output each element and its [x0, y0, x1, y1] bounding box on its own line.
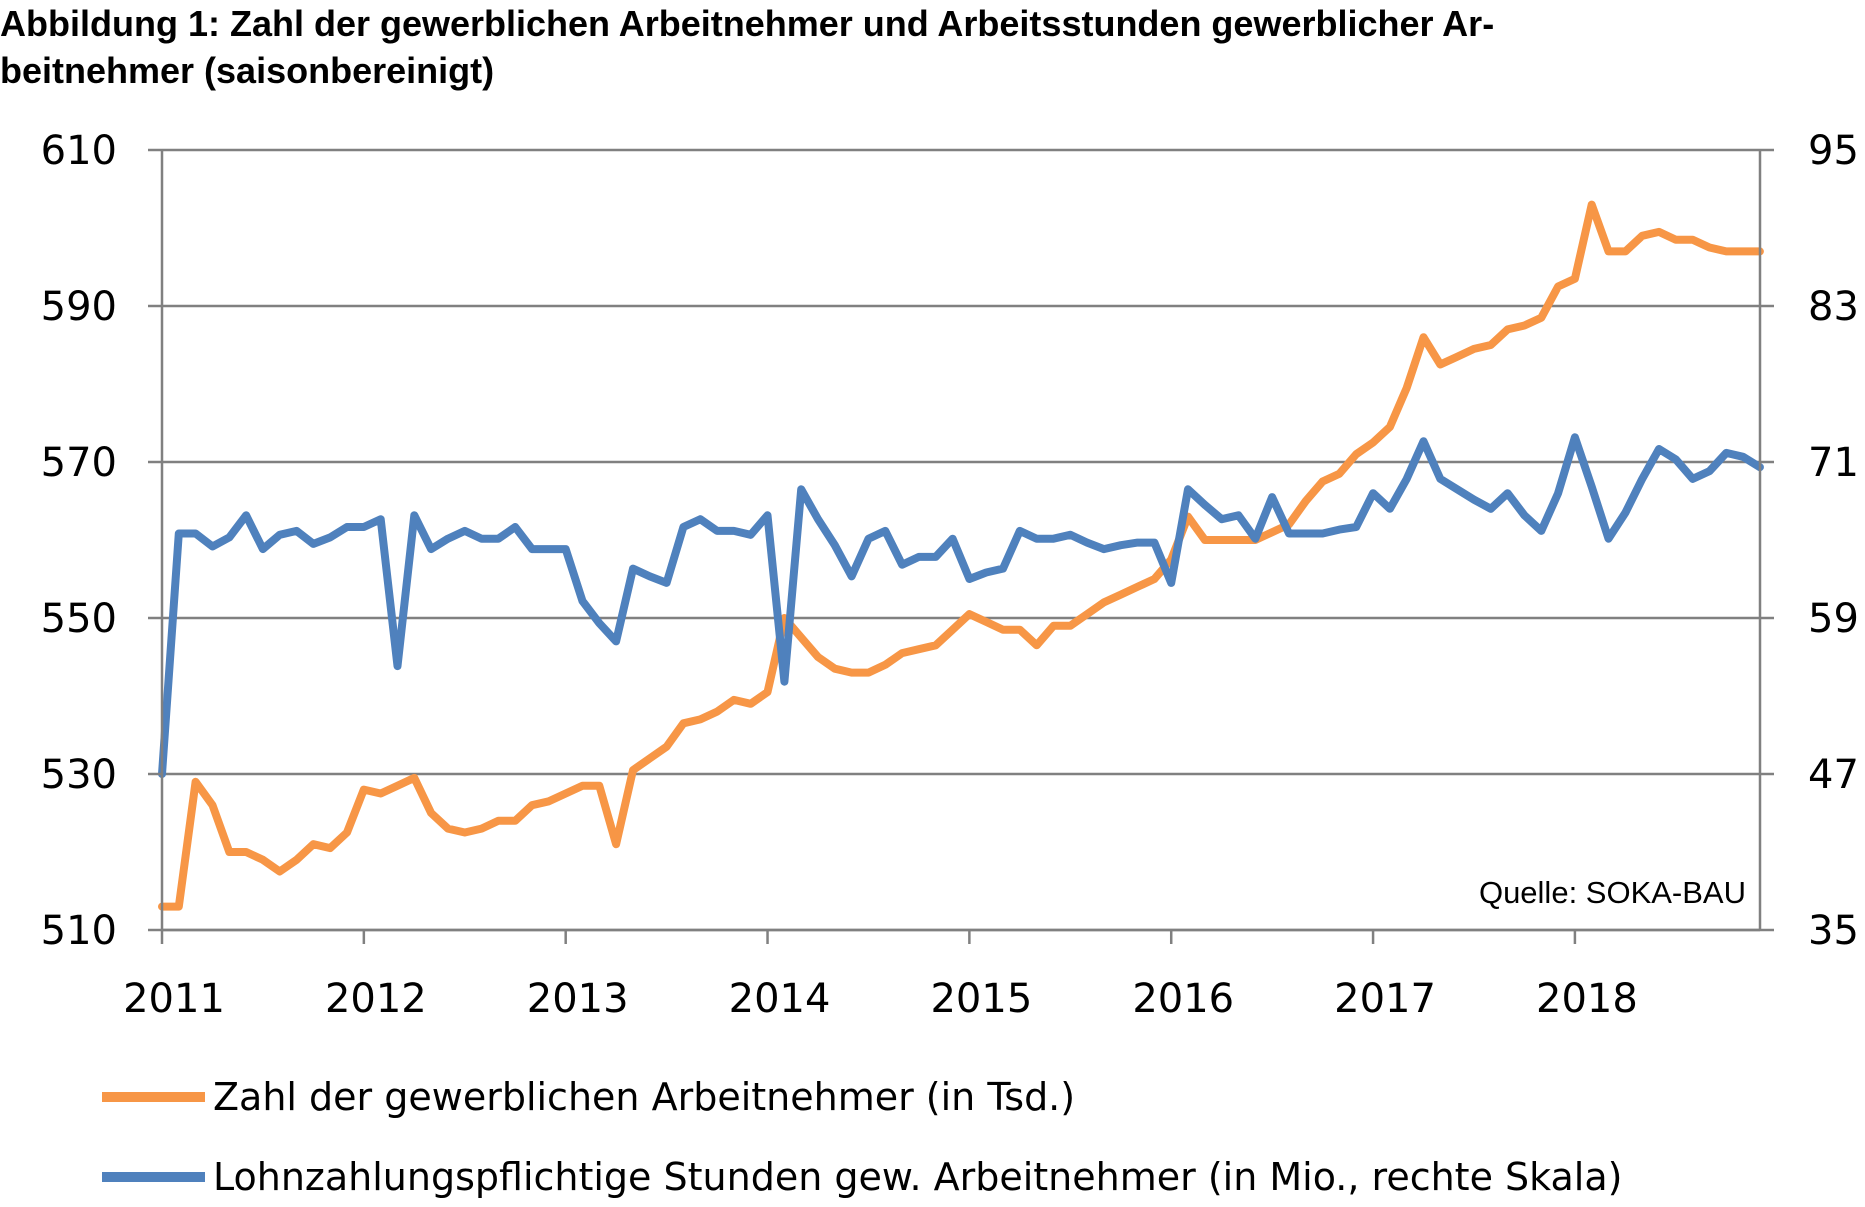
legend-label-workers: Zahl der gewerblichen Arbeitnehmer (in T…	[213, 1075, 1075, 1119]
y-left-tick-label: 610	[41, 128, 117, 174]
y-right-tick-label: 71	[1808, 440, 1859, 486]
y-right-tick-label: 83	[1808, 284, 1859, 330]
source-label: Quelle: SOKA-BAU	[1479, 875, 1746, 910]
y-right-tick-label: 47	[1808, 752, 1859, 798]
y-right-tick-label: 95	[1808, 128, 1859, 174]
chart-title: Abbildung 1: Zahl der gewerblichen Arbei…	[0, 0, 1865, 94]
legend-label-hours: Lohnzahlungspflichtige Stunden gew. Arbe…	[213, 1155, 1622, 1199]
series-line-hours	[158, 433, 1764, 778]
gridlines	[162, 148, 1760, 932]
y-left-tick-label: 510	[41, 908, 117, 954]
plot-frame	[148, 148, 1774, 932]
x-tick-label: 2016	[1132, 976, 1234, 1022]
chart-title-line1: Abbildung 1: Zahl der gewerblichen Arbei…	[0, 3, 1495, 44]
chart-title-line2: beitnehmer (saisonbereinigt)	[0, 50, 495, 91]
y-left-tick-label: 550	[41, 596, 117, 642]
x-tick-label: 2012	[325, 976, 427, 1022]
series-lines	[158, 200, 1764, 911]
y-left-tick-label: 570	[41, 440, 117, 486]
axis-ticks: 510 530 550 570 590 610 35 47 59 71 83 95 2011 2012 20…	[41, 128, 1859, 1022]
y-right-tick-label: 35	[1808, 908, 1859, 954]
x-tick-label: 2015	[930, 976, 1032, 1022]
x-tick-label: 2017	[1334, 976, 1436, 1022]
y-left-tick-label: 590	[41, 284, 117, 330]
x-tick-label: 2011	[123, 976, 225, 1022]
x-tick-label: 2014	[729, 976, 831, 1022]
y-right-tick-label: 59	[1808, 596, 1859, 642]
x-tick-label: 2018	[1536, 976, 1638, 1022]
x-tick-label: 2013	[527, 976, 629, 1022]
legend: Zahl der gewerblichen Arbeitnehmer (in T…	[102, 1075, 1622, 1199]
y-left-tick-label: 530	[41, 752, 117, 798]
series-line-workers	[158, 200, 1764, 911]
